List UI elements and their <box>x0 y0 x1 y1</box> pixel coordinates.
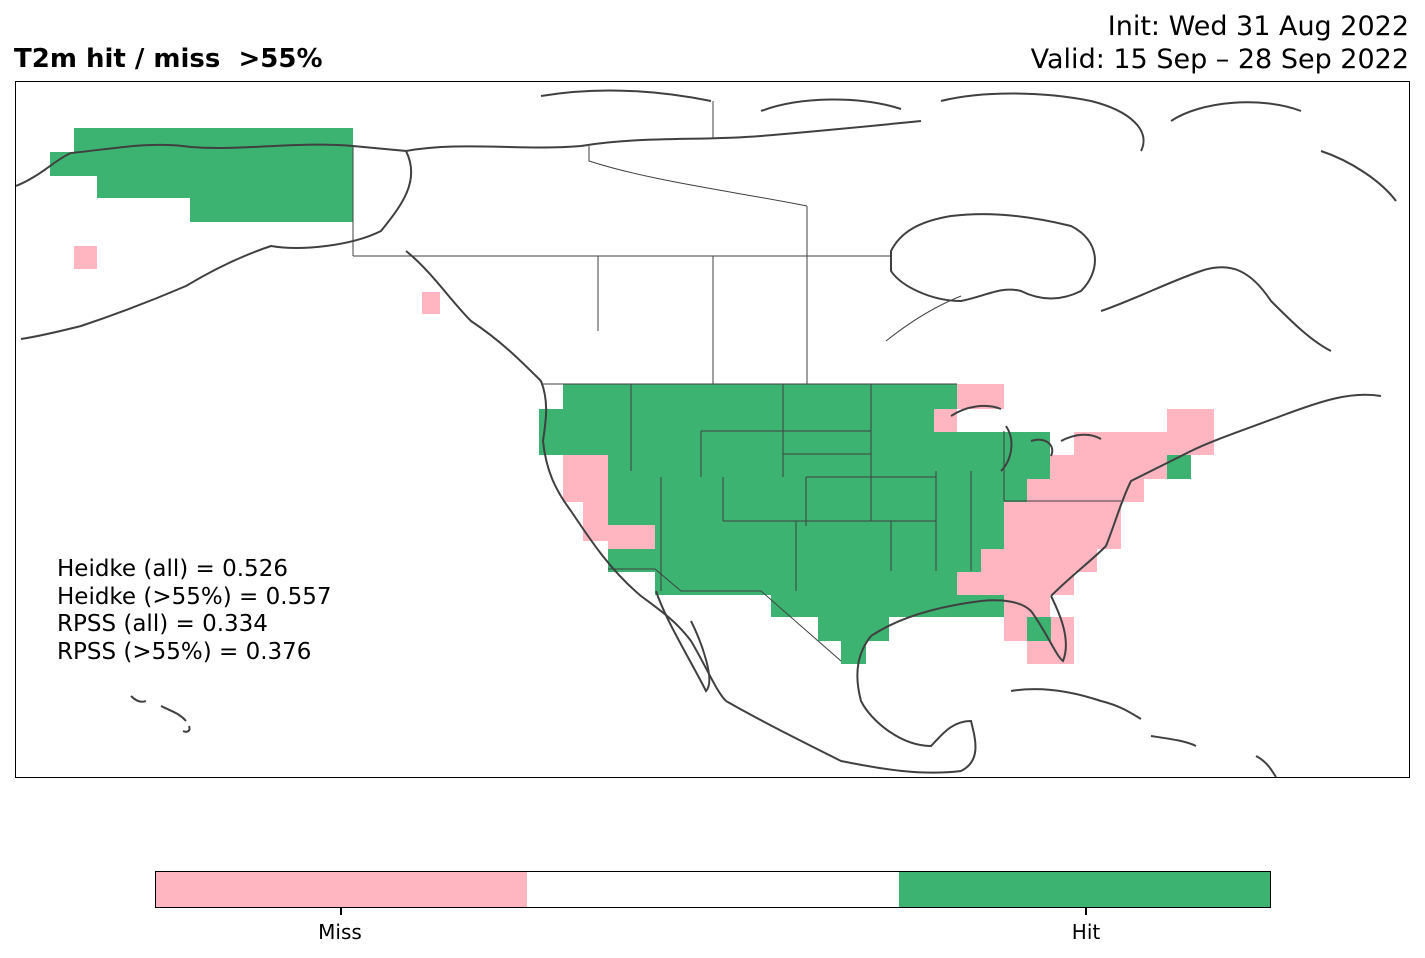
map-title: T2m hit / miss >55% <box>14 44 323 74</box>
colorbar-neutral-segment <box>527 872 899 907</box>
miss-region-ca <box>563 455 655 549</box>
rpss-above-55: RPSS (>55%) = 0.376 <box>57 638 312 665</box>
great-lakes <box>950 404 1102 472</box>
borders <box>352 101 1121 662</box>
miss-cells <box>74 246 1214 664</box>
miss-cell-bc <box>422 292 440 314</box>
miss-region-east <box>957 409 1214 641</box>
arctic-coast <box>405 120 922 152</box>
conus-hit-region <box>539 384 1050 664</box>
heidke-above-55: Heidke (>55%) = 0.557 <box>57 583 332 610</box>
colorbar <box>155 871 1271 908</box>
atlantic-coast <box>1050 393 1382 597</box>
hit-miss-map <box>16 89 1397 777</box>
baja-coast <box>655 590 711 693</box>
heidke-all: Heidke (all) = 0.526 <box>57 556 288 582</box>
miss-region-fl <box>1027 617 1074 664</box>
hit-cells <box>50 128 1191 664</box>
coastlines <box>16 89 1397 777</box>
us-state-lines <box>630 384 1121 591</box>
valid-period: Valid: 15 Sep – 28 Sep 2022 <box>1030 44 1409 75</box>
map-panel <box>15 81 1410 778</box>
canada-provinces <box>353 101 962 384</box>
colorbar-label-hit: Hit <box>1071 920 1101 944</box>
colorbar-miss-segment <box>156 872 528 907</box>
rpss-all: RPSS (all) = 0.334 <box>57 611 268 637</box>
hawaii <box>130 695 191 733</box>
colorbar-tick-hit <box>1085 908 1087 915</box>
pacific-coast <box>405 250 727 702</box>
hudson-bay <box>890 213 1096 303</box>
caribbean <box>1010 688 1277 777</box>
skill-scores: Heidke (all) = 0.526 Heidke (>55%) = 0.5… <box>57 556 331 666</box>
colorbar-label-miss: Miss <box>318 920 362 944</box>
init-date: Init: Wed 31 Aug 2022 <box>1107 11 1409 42</box>
labrador-coast <box>1100 266 1332 352</box>
forecast-meta: Init: Wed 31 Aug 2022 Valid: 15 Sep – 28… <box>1031 10 1409 76</box>
gulf-coast <box>870 595 1067 663</box>
hit-cell-ma <box>1167 455 1191 479</box>
mexico-coast <box>725 635 977 774</box>
miss-region-great-lakes <box>957 384 1004 409</box>
colorbar-hit-segment <box>898 872 1270 907</box>
arctic-islands <box>540 89 1397 202</box>
miss-cell-wi <box>934 409 957 432</box>
miss-cell-ak <box>74 246 97 269</box>
colorbar-tick-miss <box>340 908 342 915</box>
alaska-hit-region <box>50 128 353 222</box>
us-mexico-border <box>608 568 842 662</box>
alaska-coast <box>16 143 413 340</box>
